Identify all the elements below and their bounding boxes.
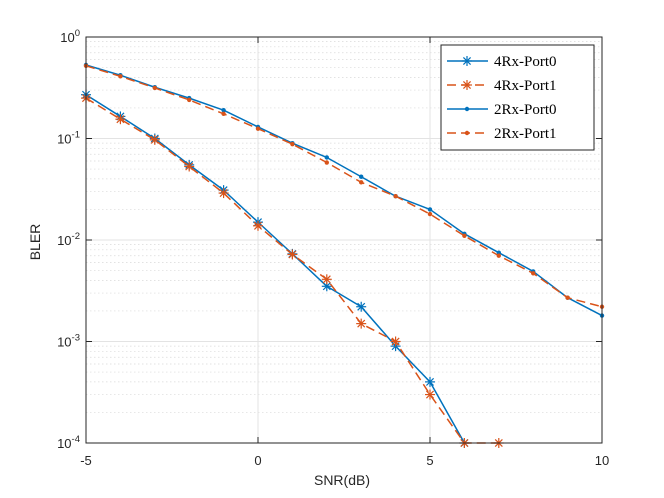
series-layer xyxy=(81,62,605,448)
data-point xyxy=(253,220,263,231)
x-tick-label: 0 xyxy=(254,453,261,468)
data-point xyxy=(425,376,435,387)
legend-item: 4Rx-Port1 xyxy=(447,78,557,94)
data-point xyxy=(393,194,398,199)
data-point xyxy=(356,301,367,312)
data-point xyxy=(118,74,123,79)
legend-item: 2Rx-Port0 xyxy=(447,102,557,118)
legend-label: 4Rx-Port1 xyxy=(494,78,557,94)
y-tick-label: 10-4 xyxy=(57,434,80,451)
data-point xyxy=(115,114,126,125)
data-point xyxy=(359,180,364,185)
series-4rx-port1 xyxy=(81,93,504,448)
data-point xyxy=(356,318,367,329)
marker-stroke xyxy=(288,250,297,259)
data-point xyxy=(290,141,295,147)
data-point xyxy=(321,274,332,285)
data-point xyxy=(496,253,501,258)
y-tick-label: 10-2 xyxy=(57,231,80,248)
y-tick-label: 100 xyxy=(60,28,80,45)
marker-stroke xyxy=(391,337,400,346)
marker-stroke xyxy=(357,319,366,328)
legend-item: 2Rx-Port1 xyxy=(447,126,557,142)
data-point xyxy=(359,174,364,179)
legend: 4Rx-Port0 4Rx-Port1 2Rx-Port0 2Rx-Port1 xyxy=(440,44,595,151)
data-point xyxy=(221,108,226,113)
data-point xyxy=(462,233,467,238)
marker-stroke xyxy=(462,56,472,66)
marker-stroke xyxy=(462,80,472,90)
data-point xyxy=(462,56,472,66)
data-point xyxy=(565,295,570,300)
x-tick-label: 10 xyxy=(595,453,609,468)
data-point xyxy=(255,126,261,131)
data-point xyxy=(152,85,157,91)
legend-label: 2Rx-Port0 xyxy=(494,102,557,118)
marker-stroke xyxy=(219,189,228,198)
data-point xyxy=(425,389,435,400)
legend-label: 2Rx-Port1 xyxy=(494,126,557,142)
x-tick-label: -5 xyxy=(80,453,92,468)
data-point xyxy=(187,97,192,103)
y-axis-label: BLER xyxy=(27,224,43,261)
x-axis-label: SNR(dB) xyxy=(314,472,370,488)
data-point xyxy=(324,155,329,160)
marker-stroke xyxy=(253,221,263,230)
marker-stroke xyxy=(322,275,331,284)
data-point xyxy=(427,211,433,217)
data-point xyxy=(287,249,298,260)
data-point xyxy=(218,188,229,199)
data-point xyxy=(184,161,195,172)
axes xyxy=(85,36,603,444)
data-point xyxy=(464,106,470,112)
series-line xyxy=(85,94,466,444)
legend-label: 4Rx-Port0 xyxy=(494,54,557,70)
marker-stroke xyxy=(425,377,435,386)
data-point xyxy=(462,80,472,90)
marker-stroke xyxy=(116,115,125,124)
data-point xyxy=(496,250,501,255)
data-point xyxy=(464,130,470,136)
data-point xyxy=(531,271,536,276)
marker-stroke xyxy=(357,302,366,311)
data-point xyxy=(149,134,160,145)
series-2rx-port1 xyxy=(83,63,605,309)
data-point xyxy=(427,207,433,212)
series-line xyxy=(85,64,603,317)
marker-stroke xyxy=(185,162,194,171)
y-tick-label: 10-3 xyxy=(57,333,80,350)
data-point xyxy=(324,160,329,165)
tick-labels: -5 0 5 10 100 10-1 10-2 10-3 10-4 xyxy=(57,28,609,468)
data-point xyxy=(221,111,226,117)
marker-stroke xyxy=(150,135,159,144)
legend-item: 4Rx-Port0 xyxy=(447,54,557,70)
marker-stroke xyxy=(322,282,331,291)
marker-stroke xyxy=(425,390,435,399)
y-tick-label: 10-1 xyxy=(57,130,80,147)
series-line xyxy=(85,65,603,308)
x-tick-label: 5 xyxy=(426,453,433,468)
data-point xyxy=(390,336,401,347)
